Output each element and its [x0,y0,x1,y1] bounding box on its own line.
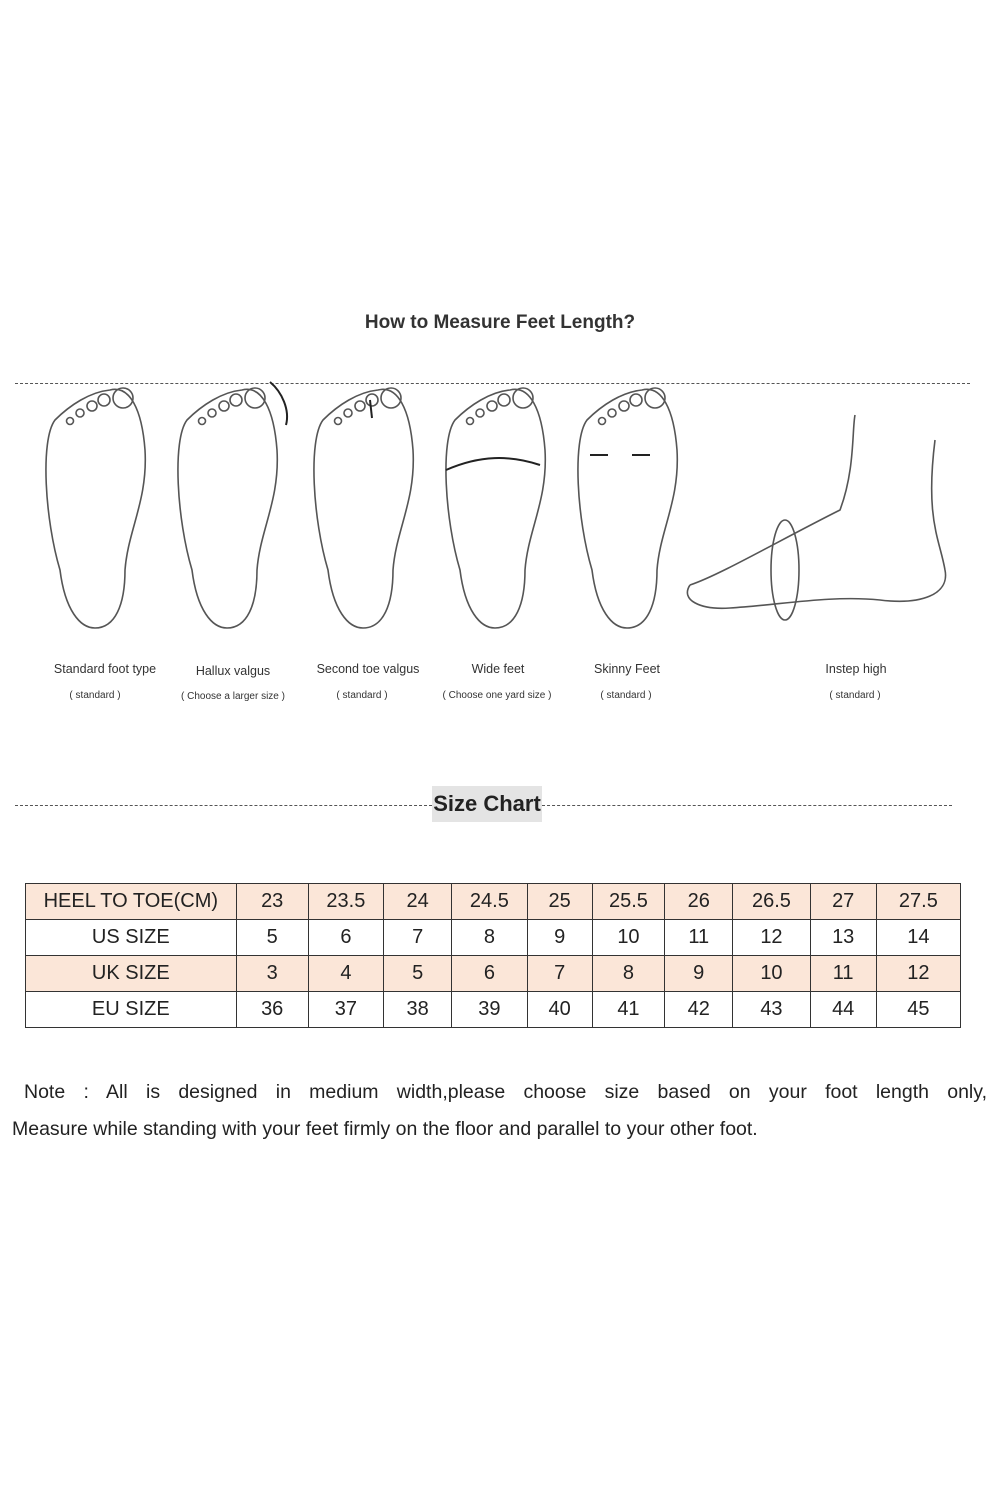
table-row: EU SIZE 36 37 38 39 40 41 42 43 44 45 [25,991,962,1028]
table-row: US SIZE 5 6 7 8 9 10 11 12 13 14 [25,919,962,956]
table-cell: 23.5 [307,883,385,920]
note: Note : All is designed in medium width,p… [12,1074,987,1148]
size-table: HEEL TO TOE(CM) 23 23.5 24 24.5 25 25.5 26 26.5 2… [25,883,962,1028]
table-cell: 11 [809,955,877,992]
table-cell: 39 [451,991,528,1028]
row-header: US SIZE [25,919,237,956]
table-cell: 44 [809,991,877,1028]
foot-type-label: Standard foot type [53,662,157,676]
foot-type-sub: ( standard ) [69,690,121,701]
table-cell: 9 [664,955,734,992]
foot-outline-hallux [177,387,279,629]
table-cell: 6 [307,919,385,956]
table-cell: 13 [809,919,877,956]
note-line-2: Measure while standing with your feet fi… [12,1118,758,1140]
table-cell: 12 [732,919,811,956]
table-cell: 10 [732,955,811,992]
table-cell: 23 [235,883,309,920]
size-chart-divider-left [15,805,432,806]
table-cell: 14 [875,919,962,956]
table-cell: 40 [526,991,593,1028]
row-header: UK SIZE [25,955,237,992]
table-cell: 41 [591,991,666,1028]
foot-type-sub: ( Choose a larger size ) [181,691,285,702]
table-cell: 27 [809,883,877,920]
table-cell: 6 [451,955,528,992]
table-cell: 26.5 [732,883,811,920]
instep-measure-loop [770,519,800,621]
foot-type-sub: ( Choose one yard size ) [442,690,552,701]
table-cell: 36 [235,991,309,1028]
table-cell: 9 [526,919,593,956]
foot-type-label: Second toe valgus [316,662,420,676]
table-cell: 7 [526,955,593,992]
foot-outline-second-toe [313,387,415,629]
table-cell: 38 [383,991,453,1028]
note-line-1: Note : All is designed in medium width,p… [24,1081,987,1103]
foot-type-label: Skinny Feet [593,662,661,676]
foot-outline-wide [445,387,547,629]
table-cell: 37 [307,991,385,1028]
table-cell: 26 [664,883,734,920]
table-cell: 45 [875,991,962,1028]
table-cell: 4 [307,955,385,992]
table-cell: 42 [664,991,734,1028]
size-chart-title: Size Chart [432,786,542,822]
table-cell: 3 [235,955,309,992]
table-row: HEEL TO TOE(CM) 23 23.5 24 24.5 25 25.5 26 26.5 2… [25,883,962,920]
foot-illustrations [45,381,947,629]
row-header: EU SIZE [25,991,237,1028]
measure-title: How to Measure Feet Length? [364,312,636,333]
table-cell: 25.5 [591,883,666,920]
table-cell: 5 [235,919,309,956]
foot-type-label: Hallux valgus [195,664,271,678]
table-row: UK SIZE 3 4 5 6 7 8 9 10 11 12 [25,955,962,992]
table-cell: 8 [451,919,528,956]
table-cell: 10 [591,919,666,956]
row-header: HEEL TO TOE(CM) [25,883,237,920]
size-chart-divider-right [542,805,952,806]
table-cell: 25 [526,883,593,920]
foot-outline-standard [45,387,147,629]
foot-type-label: Wide feet [471,662,525,676]
table-cell: 27.5 [875,883,962,920]
foot-type-label: Instep high [825,662,887,676]
table-cell: 24.5 [451,883,528,920]
toe-line-divider [15,383,970,384]
table-cell: 24 [383,883,453,920]
table-cell: 5 [383,955,453,992]
foot-type-sub: ( standard ) [829,690,881,701]
table-cell: 8 [591,955,666,992]
foot-type-sub: ( standard ) [336,690,388,701]
table-cell: 43 [732,991,811,1028]
foot-outline-instep [686,414,947,610]
table-cell: 7 [383,919,453,956]
foot-outline-skinny [577,387,679,629]
table-cell: 12 [875,955,962,992]
table-cell: 11 [664,919,734,956]
foot-type-sub: ( standard ) [600,690,652,701]
